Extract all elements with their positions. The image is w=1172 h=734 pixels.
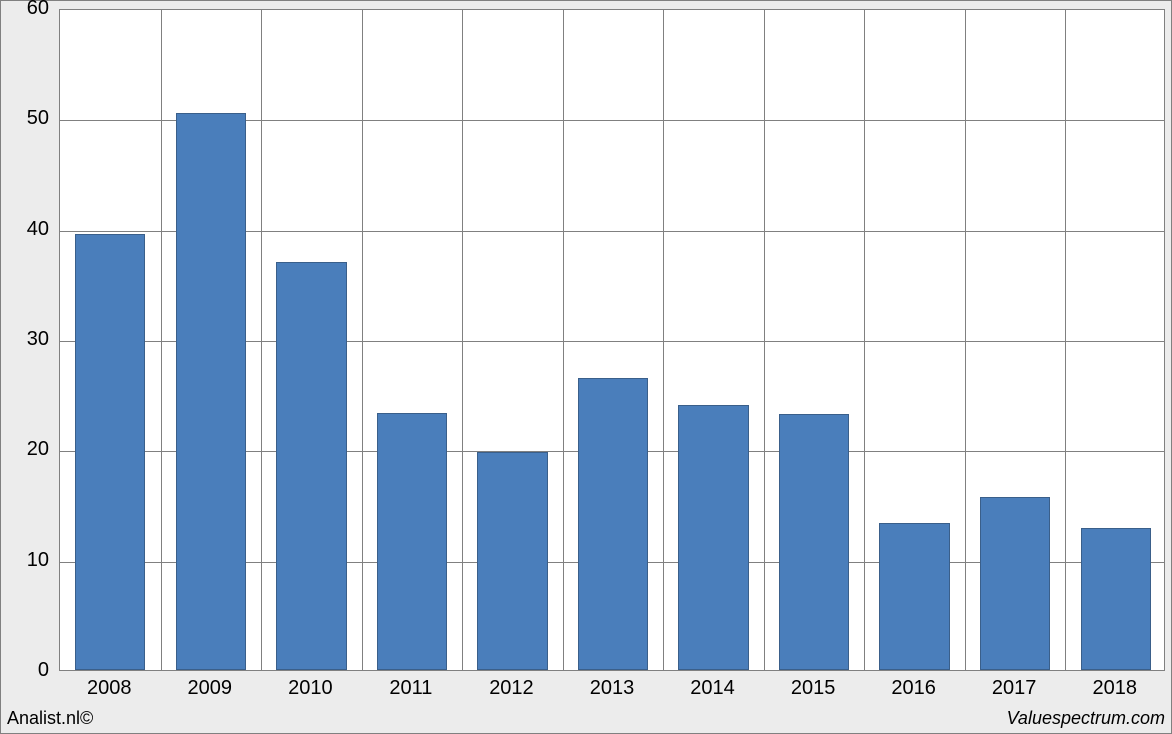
y-tick-label: 0 [1,659,49,682]
grid-line-v [462,10,463,670]
x-tick-label: 2016 [863,677,964,700]
x-tick-label: 2008 [59,677,160,700]
bar [879,523,949,670]
x-tick-label: 2010 [260,677,361,700]
grid-line-v [161,10,162,670]
x-tick-label: 2015 [763,677,864,700]
bar [176,113,246,670]
bar [980,497,1050,670]
bar [377,413,447,670]
grid-line-v [362,10,363,670]
footer-left: Analist.nl© [7,708,93,729]
x-tick-label: 2011 [361,677,462,700]
bar [678,405,748,670]
x-tick-label: 2009 [160,677,261,700]
x-tick-label: 2014 [662,677,763,700]
plot-area [59,9,1165,671]
grid-line-v [663,10,664,670]
x-tick-label: 2017 [964,677,1065,700]
y-tick-label: 10 [1,549,49,572]
grid-line-v [1065,10,1066,670]
grid-line-v [764,10,765,670]
bar [477,452,547,670]
grid-line-v [563,10,564,670]
chart-frame: 0102030405060 20082009201020112012201320… [0,0,1172,734]
x-tick-label: 2018 [1064,677,1165,700]
x-tick-label: 2012 [461,677,562,700]
bar [578,378,648,670]
grid-line-v [864,10,865,670]
y-tick-label: 40 [1,218,49,241]
grid-line-v [261,10,262,670]
footer-right: Valuespectrum.com [1007,708,1165,729]
y-tick-label: 50 [1,107,49,130]
bar [276,262,346,670]
y-tick-label: 30 [1,328,49,351]
y-tick-label: 20 [1,438,49,461]
x-tick-label: 2013 [562,677,663,700]
bar [75,234,145,670]
grid-line-v [965,10,966,670]
y-tick-label: 60 [1,0,49,20]
bar [779,414,849,670]
bar [1081,528,1151,670]
